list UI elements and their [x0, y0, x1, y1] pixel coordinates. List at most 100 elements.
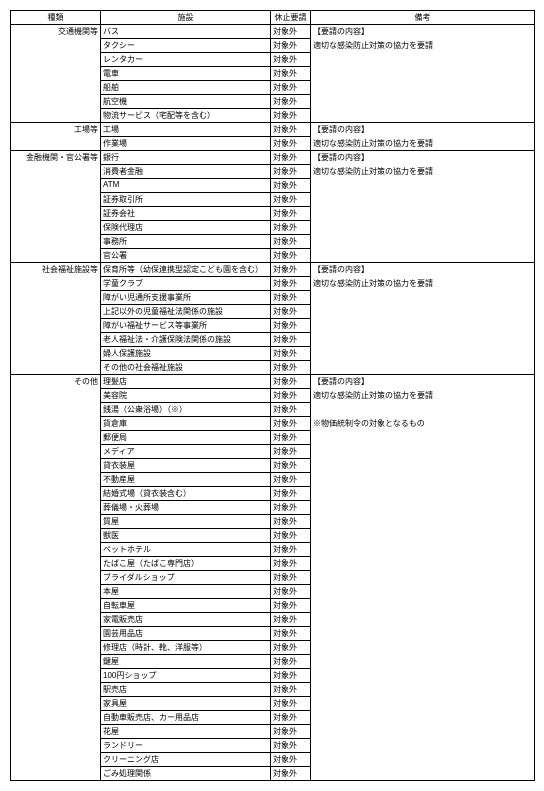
request-cell: 対象外 — [271, 613, 311, 627]
table-row: 消費者金融対象外適切な感染防止対策の協力を要請 — [11, 165, 535, 179]
note-cell — [311, 585, 535, 599]
category-cell — [11, 753, 101, 767]
category-cell — [11, 641, 101, 655]
note-cell — [311, 431, 535, 445]
table-row: その他の社会福祉施設対象外 — [11, 361, 535, 375]
request-cell: 対象外 — [271, 249, 311, 263]
category-cell — [11, 221, 101, 235]
table-row: 物流サービス（宅配等を含む）対象外 — [11, 109, 535, 123]
note-cell — [311, 67, 535, 81]
category-cell — [11, 53, 101, 67]
facility-cell: バス — [101, 25, 271, 39]
request-cell: 対象外 — [271, 655, 311, 669]
table-row: 郵便局対象外 — [11, 431, 535, 445]
facility-cell: 郵便局 — [101, 431, 271, 445]
facility-cell: 証券取引所 — [101, 193, 271, 207]
table-row: 自転車屋対象外 — [11, 599, 535, 613]
request-cell: 対象外 — [271, 361, 311, 375]
request-cell: 対象外 — [271, 123, 311, 137]
category-cell — [11, 333, 101, 347]
facility-cell: たばこ屋（たばこ専門店） — [101, 557, 271, 571]
facility-cell: 駅売店 — [101, 683, 271, 697]
table-row: 本屋対象外 — [11, 585, 535, 599]
note-cell — [311, 683, 535, 697]
note-cell — [311, 641, 535, 655]
table-row: 金融機関・官公署等銀行対象外【要請の内容】 — [11, 151, 535, 165]
table-row: 質屋対象外 — [11, 515, 535, 529]
category-cell — [11, 305, 101, 319]
request-cell: 対象外 — [271, 193, 311, 207]
note-cell: ※物価統制令の対象となるもの — [311, 417, 535, 431]
request-cell: 対象外 — [271, 95, 311, 109]
category-cell — [11, 347, 101, 361]
table-row: 貨倉庫対象外※物価統制令の対象となるもの — [11, 417, 535, 431]
category-cell — [11, 683, 101, 697]
category-cell — [11, 725, 101, 739]
table-row: 修理店（時計、靴、洋服等）対象外 — [11, 641, 535, 655]
table-row: 園芸用品店対象外 — [11, 627, 535, 641]
request-cell: 対象外 — [271, 151, 311, 165]
category-cell — [11, 613, 101, 627]
category-cell — [11, 39, 101, 53]
note-cell — [311, 333, 535, 347]
category-cell — [11, 67, 101, 81]
category-cell — [11, 599, 101, 613]
request-cell: 対象外 — [271, 67, 311, 81]
note-cell — [311, 207, 535, 221]
category-cell: その他 — [11, 375, 101, 389]
category-cell — [11, 319, 101, 333]
table-row: 花屋対象外 — [11, 725, 535, 739]
facility-cell: ATM — [101, 179, 271, 193]
request-cell: 対象外 — [271, 375, 311, 389]
category-cell — [11, 585, 101, 599]
note-cell — [311, 319, 535, 333]
request-cell: 対象外 — [271, 165, 311, 179]
request-cell: 対象外 — [271, 53, 311, 67]
category-cell — [11, 627, 101, 641]
header-note: 備考 — [311, 11, 535, 25]
category-cell — [11, 767, 101, 781]
table-row: 自動車販売店、カー用品店対象外 — [11, 711, 535, 725]
request-cell: 対象外 — [271, 179, 311, 193]
category-cell: 金融機関・官公署等 — [11, 151, 101, 165]
table-row: 学童クラブ対象外適切な感染防止対策の協力を要請 — [11, 277, 535, 291]
table-row: 工場等工場対象外【要請の内容】 — [11, 123, 535, 137]
table-row: 葬儀場・火葬場対象外 — [11, 501, 535, 515]
category-cell — [11, 81, 101, 95]
request-cell: 対象外 — [271, 529, 311, 543]
facility-cell: 獣医 — [101, 529, 271, 543]
category-cell — [11, 95, 101, 109]
note-cell — [311, 501, 535, 515]
table-row: 保険代理店対象外 — [11, 221, 535, 235]
facility-cell: 事務所 — [101, 235, 271, 249]
category-cell: 社会福祉施設等 — [11, 263, 101, 277]
request-cell: 対象外 — [271, 515, 311, 529]
facility-cell: 自転車屋 — [101, 599, 271, 613]
table-row: ごみ処理関係対象外 — [11, 767, 535, 781]
facility-cell: 家電販売店 — [101, 613, 271, 627]
facility-cell: 不動産屋 — [101, 473, 271, 487]
note-cell — [311, 599, 535, 613]
facility-cell: 消費者金融 — [101, 165, 271, 179]
facility-cell: 100円ショップ — [101, 669, 271, 683]
header-facility: 施設 — [101, 11, 271, 25]
facility-cell: 電車 — [101, 67, 271, 81]
table-row: 上記以外の児童福祉法関係の施設対象外 — [11, 305, 535, 319]
note-cell — [311, 459, 535, 473]
request-cell: 対象外 — [271, 473, 311, 487]
table-row: 事務所対象外 — [11, 235, 535, 249]
request-cell: 対象外 — [271, 39, 311, 53]
category-cell — [11, 389, 101, 403]
facility-cell: 結婚式場（貸衣装含む） — [101, 487, 271, 501]
note-cell — [311, 291, 535, 305]
category-cell — [11, 361, 101, 375]
note-cell: 【要請の内容】 — [311, 151, 535, 165]
category-cell — [11, 739, 101, 753]
note-cell — [311, 235, 535, 249]
request-cell: 対象外 — [271, 599, 311, 613]
table-row: ブライダルショップ対象外 — [11, 571, 535, 585]
request-cell: 対象外 — [271, 557, 311, 571]
category-cell — [11, 417, 101, 431]
facility-cell: 美容院 — [101, 389, 271, 403]
category-cell — [11, 515, 101, 529]
